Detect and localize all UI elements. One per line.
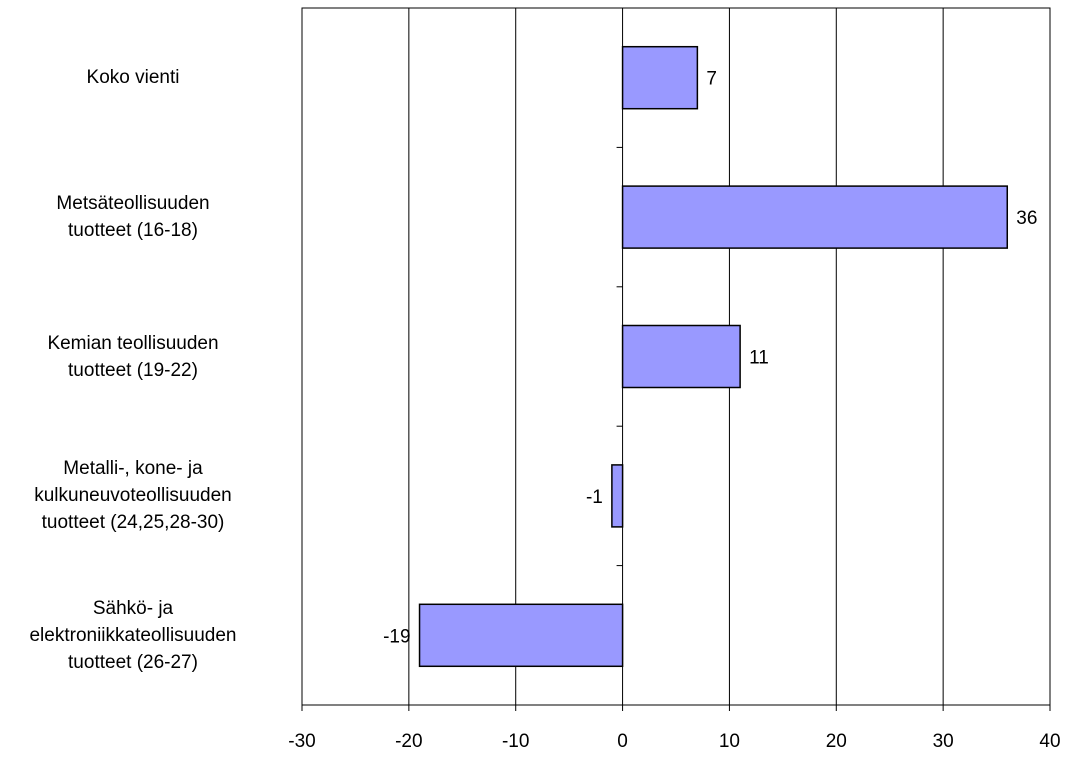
category-label: Metalli-, kone- ja kulkuneuvoteollisuude…	[34, 458, 232, 534]
bar	[418, 603, 624, 668]
category-label: Kemian teollisuuden tuotteet (19-22)	[47, 332, 219, 381]
x-tick-label: 20	[826, 731, 847, 752]
bar	[621, 324, 741, 389]
bar	[611, 464, 624, 528]
category-label: Sähkö- ja elektroniikkateollisuuden tuot…	[29, 597, 237, 673]
category-label: Koko vienti	[86, 67, 180, 89]
data-label: 7	[706, 69, 717, 90]
x-tick-label: -20	[395, 731, 422, 752]
plot-frame	[301, 7, 1051, 706]
category-label: Metsäteollisuuden tuotteet (16-18)	[56, 193, 210, 242]
data-label: -1	[586, 487, 603, 508]
bar	[621, 45, 699, 110]
bar	[621, 185, 1009, 249]
data-label: 11	[749, 348, 769, 369]
data-label: -19	[383, 626, 410, 647]
x-tick-label: 30	[933, 731, 954, 752]
x-tick-label: 40	[1039, 731, 1060, 752]
data-label: 36	[1016, 208, 1037, 229]
x-tick-label: 0	[617, 731, 628, 752]
x-tick-label: -30	[288, 731, 315, 752]
x-tick-label: -10	[502, 731, 529, 752]
x-tick-label: 10	[719, 731, 740, 752]
